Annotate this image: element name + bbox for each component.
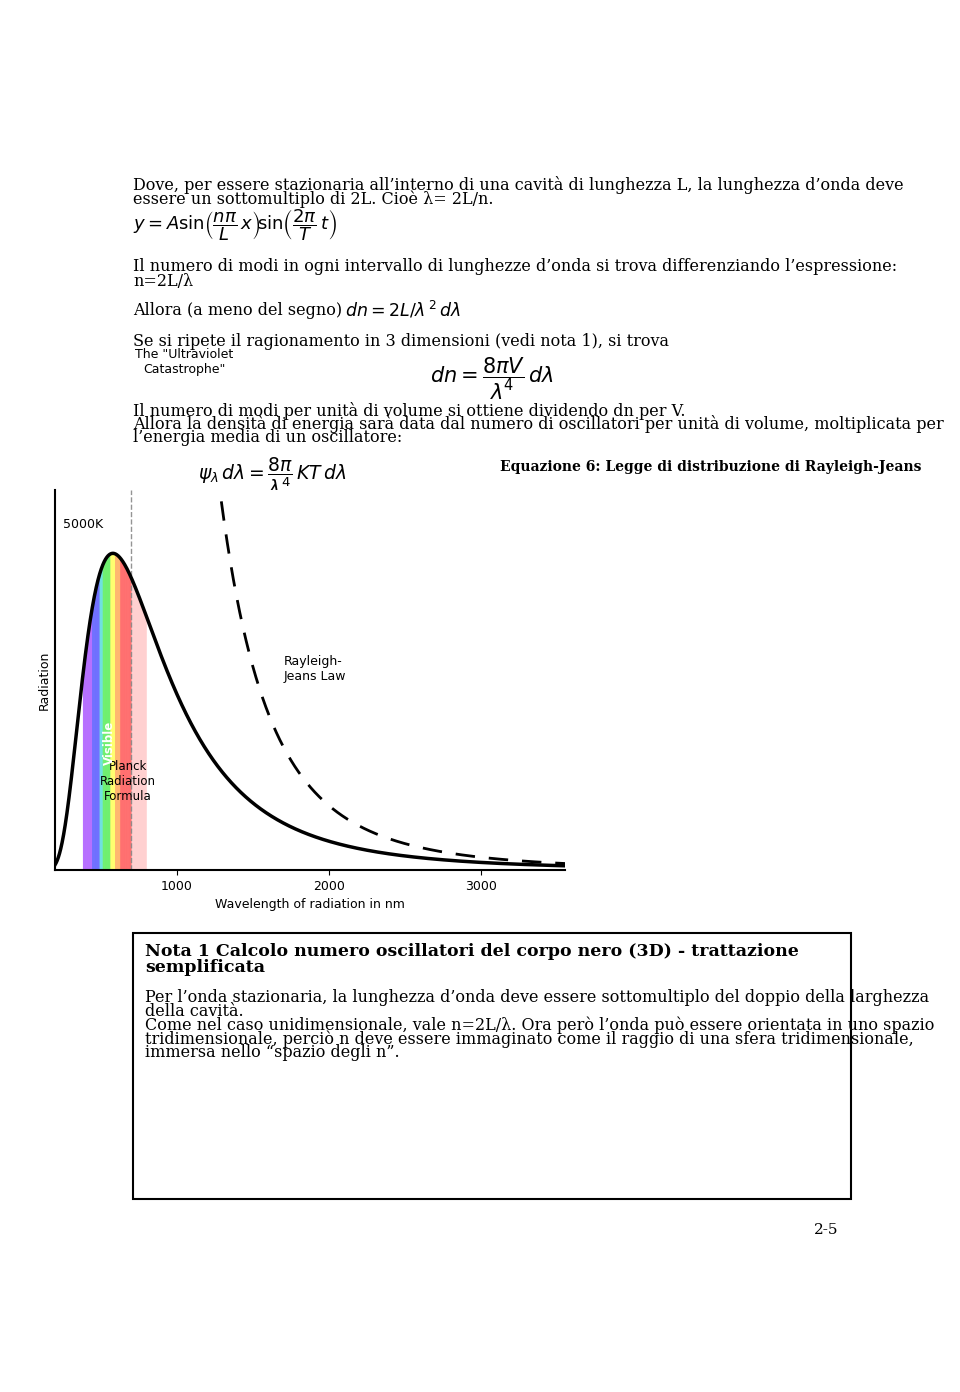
- Text: Se si ripete il ragionamento in 3 dimensioni (vedi nota 1), si trova: Se si ripete il ragionamento in 3 dimens…: [133, 333, 669, 349]
- Text: tridimensionale, perciò n deve essere immaginato come il raggio di una sfera tri: tridimensionale, perciò n deve essere im…: [145, 1030, 914, 1048]
- Text: Equazione 6: Legge di distribuzione di Rayleigh-Jeans: Equazione 6: Legge di distribuzione di R…: [500, 459, 922, 473]
- Text: $dn = \dfrac{8\pi V}{\lambda^4}\,d\lambda$: $dn = \dfrac{8\pi V}{\lambda^4}\,d\lambd…: [430, 356, 554, 402]
- Text: n=2L/λ: n=2L/λ: [133, 273, 193, 290]
- Text: Dove, per essere stazionaria all’interno di una cavità di lunghezza L, la lunghe: Dove, per essere stazionaria all’interno…: [133, 177, 903, 195]
- Text: l’energia media di un oscillatore:: l’energia media di un oscillatore:: [133, 429, 402, 445]
- Text: 5000K: 5000K: [62, 518, 103, 530]
- Text: 2-5: 2-5: [814, 1224, 838, 1237]
- Text: Planck
Radiation
Formula: Planck Radiation Formula: [100, 760, 156, 803]
- X-axis label: Wavelength of radiation in nm: Wavelength of radiation in nm: [215, 898, 405, 912]
- FancyBboxPatch shape: [133, 933, 851, 1199]
- Text: $dn=2L/\lambda^{\,2}\,d\lambda$: $dn=2L/\lambda^{\,2}\,d\lambda$: [345, 299, 461, 320]
- Text: Per l’onda stazionaria, la lunghezza d’onda deve essere sottomultiplo del doppio: Per l’onda stazionaria, la lunghezza d’o…: [145, 990, 929, 1006]
- Text: Allora (a meno del segno): Allora (a meno del segno): [133, 302, 343, 319]
- Text: immersa nello “spazio degli n”.: immersa nello “spazio degli n”.: [145, 1044, 399, 1061]
- Text: $\psi_\lambda\,d\lambda = \dfrac{8\pi}{\lambda^4}\,KT\,d\lambda$: $\psi_\lambda\,d\lambda = \dfrac{8\pi}{\…: [198, 455, 346, 497]
- Y-axis label: Radiation: Radiation: [37, 650, 51, 710]
- Text: Come nel caso unidimensionale, vale n=2L/λ. Ora però l’onda può essere orientata: Come nel caso unidimensionale, vale n=2L…: [145, 1016, 934, 1034]
- Text: Il numero di modi in ogni intervallo di lunghezze d’onda si trova differenziando: Il numero di modi in ogni intervallo di …: [133, 258, 898, 274]
- Text: essere un sottomultiplo di 2L. Cioè λ= 2L/n.: essere un sottomultiplo di 2L. Cioè λ= 2…: [133, 191, 493, 207]
- Text: Allora la densità di energia sarà data dal numero di oscillatori per unità di vo: Allora la densità di energia sarà data d…: [133, 415, 944, 433]
- Text: Visible: Visible: [103, 721, 115, 766]
- Text: Il numero di modi per unità di volume si ottiene dividendo dn per V.: Il numero di modi per unità di volume si…: [133, 402, 685, 420]
- Text: The "Ultraviolet
Catastrophe": The "Ultraviolet Catastrophe": [135, 348, 233, 376]
- Text: della cavità.: della cavità.: [145, 1004, 244, 1020]
- Text: $y = A\sin\!\left(\dfrac{n\pi}{L}\,x\right)\!\sin\!\left(\dfrac{2\pi}{T}\,t\righ: $y = A\sin\!\left(\dfrac{n\pi}{L}\,x\rig…: [133, 207, 337, 242]
- Text: Nota 1 Calcolo numero oscillatori del corpo nero (3D) - trattazione: Nota 1 Calcolo numero oscillatori del co…: [145, 944, 799, 960]
- Text: semplificata: semplificata: [145, 959, 265, 976]
- Text: Rayleigh-
Jeans Law: Rayleigh- Jeans Law: [283, 656, 346, 683]
